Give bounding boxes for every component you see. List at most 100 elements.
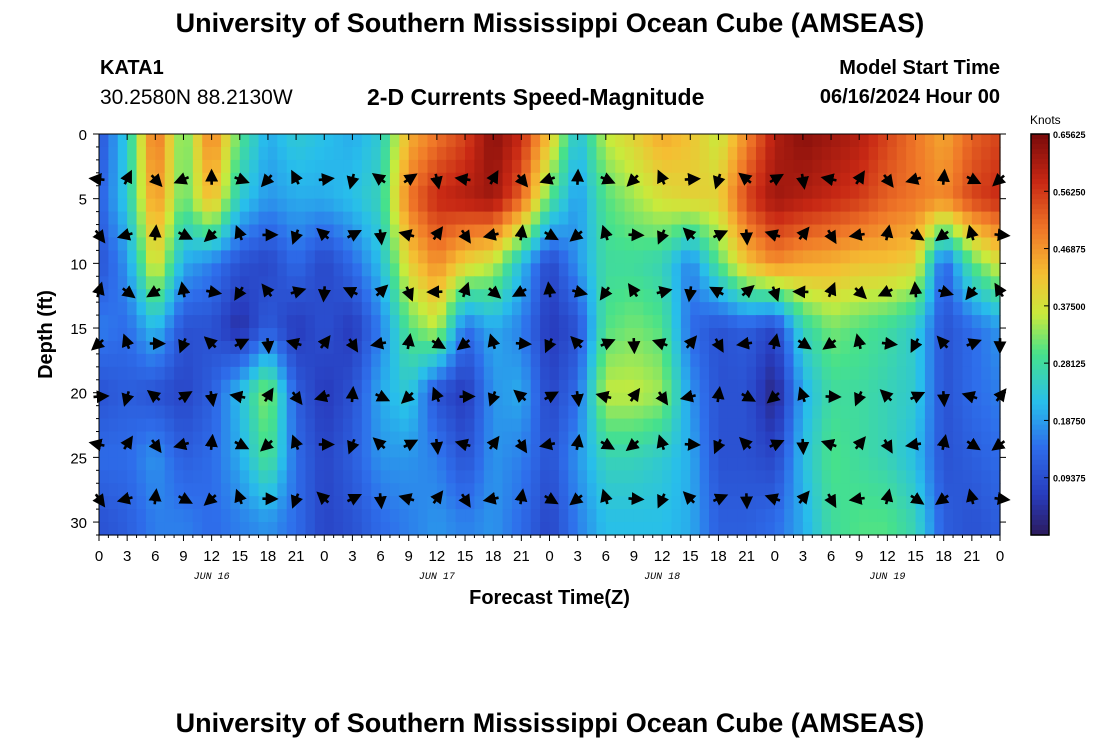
heatmap-cell [943,185,954,200]
current-arrow [544,228,559,241]
heatmap-cell [633,379,644,394]
heatmap-cell [230,315,241,329]
heatmap-cell [934,470,945,484]
heatmap-cell [868,224,879,239]
heatmap-cell [568,237,579,252]
heatmap-cell [108,418,119,433]
current-arrow [204,390,218,408]
heatmap-cell [915,457,926,471]
heatmap-cell [981,315,992,329]
heatmap-cell [953,366,964,381]
heatmap-cell [183,198,194,213]
heatmap-cell [812,418,823,433]
heatmap-cell [333,185,344,200]
heatmap-cell [483,509,494,523]
heatmap-cell [324,276,335,290]
heatmap-cell [502,224,513,239]
colorbar-segment [1031,439,1049,446]
heatmap-cell [108,185,119,200]
heatmap-cell [887,134,898,148]
heatmap-cell [108,276,119,290]
heatmap-cell [389,289,400,303]
heatmap-cell [230,134,241,148]
y-tick-label: 0 [79,127,87,144]
heatmap-cell [615,146,626,161]
heatmap-cell [568,328,579,342]
heatmap-cell [709,185,720,200]
heatmap-cell [540,134,551,148]
heatmap-cell [136,444,147,458]
heatmap-cell [690,431,701,446]
heatmap-cell [840,418,851,433]
heatmap-cell [915,328,926,342]
heatmap-cell [558,509,569,523]
heatmap-cell [849,509,860,523]
heatmap-cell [127,134,138,148]
heatmap-cell [868,315,879,329]
heatmap-cell [727,457,738,471]
heatmap-cell [990,315,1001,329]
heatmap-cell [906,263,917,277]
current-arrow [454,438,471,452]
heatmap-cell [849,237,860,252]
heatmap-cell [793,250,804,264]
heatmap-cell [558,470,569,484]
heatmap-cell [277,224,288,239]
heatmap-cell [849,302,860,316]
heatmap-cell [577,250,588,264]
current-arrow [403,173,418,186]
heatmap-cell [155,379,166,394]
x-tick-label: 15 [457,548,474,565]
heatmap-cell [962,185,973,200]
heatmap-cell [305,496,316,510]
heatmap-cell [239,366,250,381]
heatmap-cell [380,340,391,355]
heatmap-cell [192,522,203,536]
x-tick-label: 18 [260,548,277,565]
heatmap-cell [296,405,307,420]
heatmap-cell [662,405,673,420]
heatmap-cell [953,418,964,433]
heatmap-cell [258,211,269,226]
current-arrow [259,438,274,452]
heatmap-cell [502,328,513,342]
heatmap-cell [511,509,522,523]
heatmap-cell [915,315,926,329]
heatmap-cell [211,146,222,161]
heatmap-cell [108,379,119,394]
heatmap-cell [812,470,823,484]
heatmap-cell [493,457,504,471]
heatmap-cell [343,522,354,536]
heatmap-cell [784,431,795,446]
heatmap-cell [943,328,954,342]
heatmap-cell [727,134,738,148]
heatmap-cell [493,353,504,368]
heatmap-cell [183,276,194,290]
current-arrow [318,173,335,186]
heatmap-cell [530,379,541,394]
heatmap-cell [333,431,344,446]
heatmap-cell [333,509,344,523]
heatmap-cell [896,405,907,420]
heatmap-cell [877,302,888,316]
heatmap-cell [108,457,119,471]
heatmap-cell [474,289,485,303]
heatmap-cell [99,198,109,213]
heatmap-cell [812,185,823,200]
heatmap-cell [502,172,513,187]
heatmap-cell [511,250,522,264]
heatmap-cell [709,509,720,523]
heatmap-cell [577,509,588,523]
heatmap-cell [784,250,795,264]
heatmap-cell [840,366,851,381]
colorbar-segment [1031,219,1049,225]
heatmap-cell [793,134,804,148]
heatmap-cell [605,431,616,446]
heatmap-cell [549,185,560,200]
heatmap-cell [427,328,438,342]
heatmap-cell [680,250,691,264]
heatmap-cell [286,289,297,303]
heatmap-cell [99,250,109,264]
current-arrow [347,438,360,455]
heatmap-cell [953,172,964,187]
